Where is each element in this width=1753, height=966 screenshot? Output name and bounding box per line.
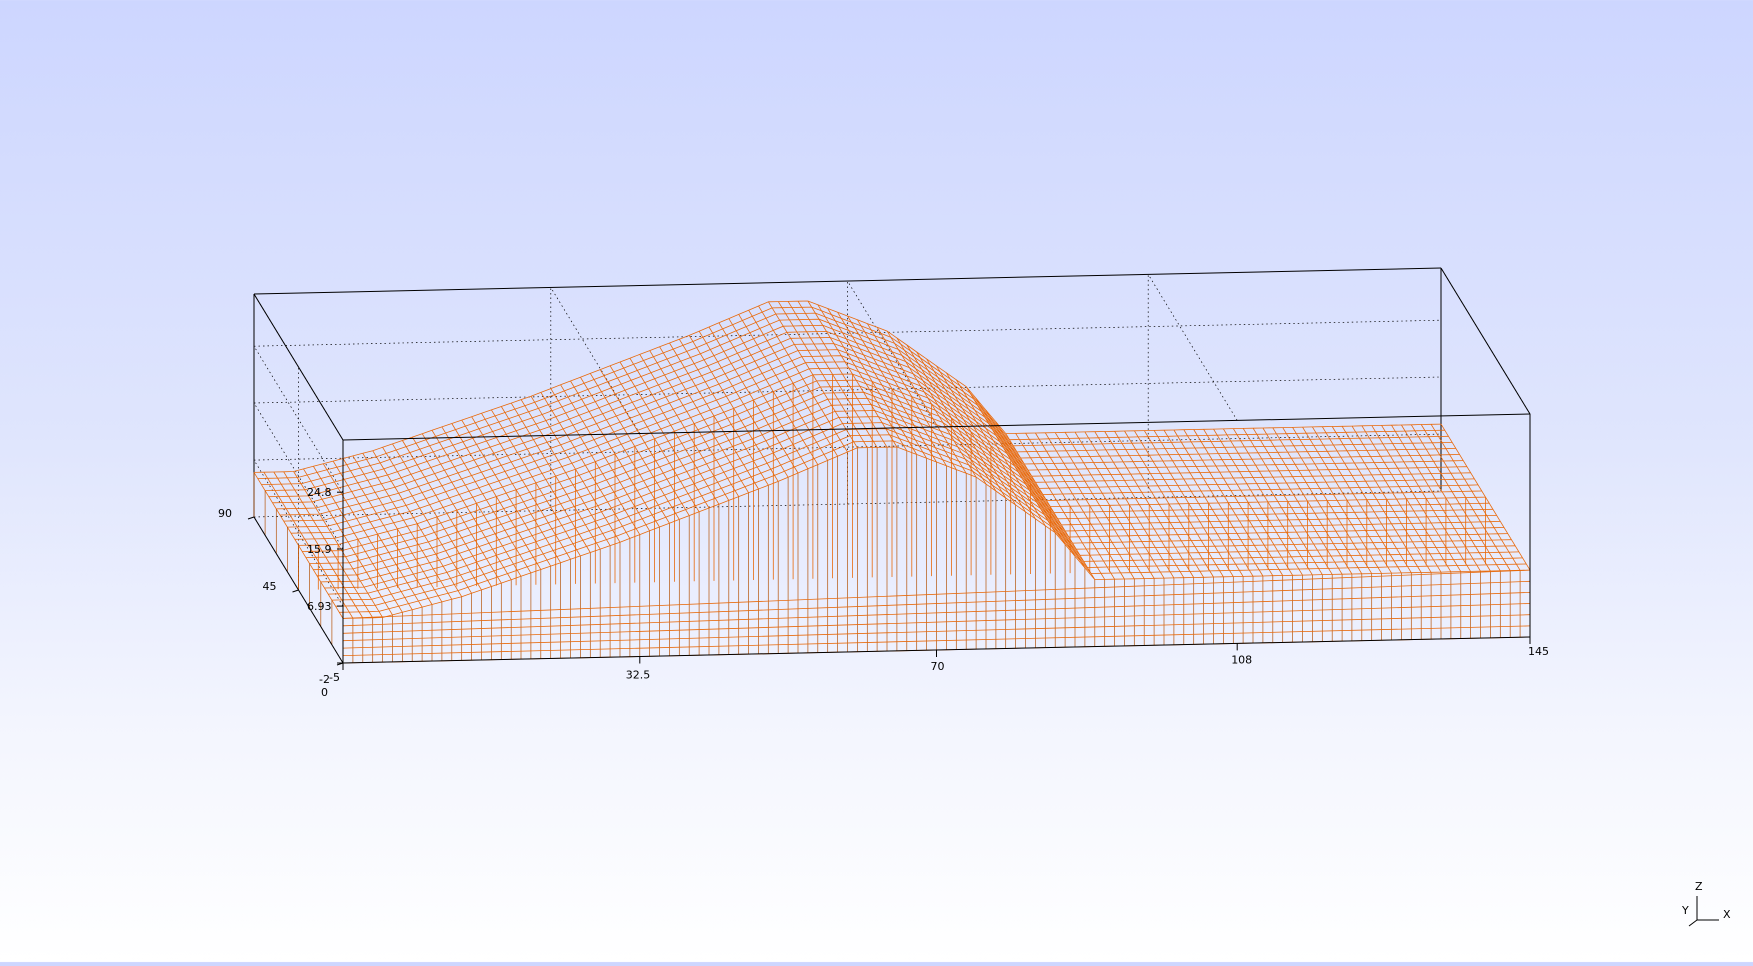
mesh-base-line [342,580,1531,627]
x-tick-label: 32.5 [626,669,651,682]
mesh-profile-line [257,306,1445,479]
mesh-profile-line [305,385,1493,558]
mesh-profile-line [287,355,1475,528]
mesh-profile-line [283,349,1471,522]
y-tick-label: 45 [263,580,277,593]
z-tick-label: 15.9 [307,543,332,556]
mesh-profile-line [309,391,1497,564]
mesh-profile-line [268,324,1456,498]
z-tick-label: -2 [319,673,330,686]
mesh-base-line [342,614,1531,649]
orientation-x-label: X [1723,908,1731,921]
mesh-profile-line [261,312,1449,485]
mesh-base-line [342,592,1531,634]
grid-line-top-x [550,287,641,434]
surface-mesh [253,300,1531,664]
mesh-profile-line [328,422,1516,595]
mesh-profile-line [279,343,1468,516]
mesh-base-line [342,625,1531,656]
mesh-profile-line [298,373,1486,546]
mesh-profile-line [276,337,1464,510]
mesh-profile-line [265,318,1453,491]
x-tick-label: 145 [1528,645,1549,658]
mesh-profile-line [339,440,1527,613]
y-tick-label: 90 [218,507,232,520]
mesh-profile-line [291,361,1479,534]
box-edge [342,413,1531,441]
orientation-y-label: Y [1681,904,1689,917]
mesh-base-line [342,569,1531,619]
grid-line-left-z [253,402,344,550]
mesh-profile-line [342,446,1531,619]
mesh-profile-line [302,379,1490,552]
y-tick [247,516,255,520]
mesh-profile-line [253,300,1442,473]
orientation-z-label: Z [1695,880,1703,893]
orientation-axes-widget: X Z Y [1681,880,1731,927]
y-tick [292,589,299,593]
mesh-profile-line [331,428,1519,601]
mesh-profile-line [294,367,1482,540]
x-tick-label: 70 [931,660,945,673]
y-tick-label: 0 [321,686,328,699]
mesh-profile-line [335,434,1523,607]
grid-line-left-z [253,346,344,493]
x-tick-label: -5 [329,671,340,684]
mesh-base-line [342,603,1531,642]
mesh-profile-line [316,403,1505,577]
box-edge [1440,267,1531,415]
box-edge [253,293,344,441]
mesh-profile-line [324,416,1512,589]
mesh-profile-line [313,397,1501,571]
grid-line-top-x [1147,274,1238,421]
tick-labels: -5 32.5 70 108 145 0 45 90 -2 6.93 15.9 24.8 [218,486,1549,699]
grid-line-top-x [847,280,937,428]
z-tick-label: 6.93 [307,600,332,613]
z-tick-label: 24.8 [307,486,332,499]
x-tick-label: 108 [1231,653,1252,666]
box-edge [253,267,1442,295]
mesh-profile-line [272,330,1460,504]
grid-line-back-z [253,319,1442,347]
tick-marks [247,491,1531,670]
mesh-profile-line [320,410,1508,583]
